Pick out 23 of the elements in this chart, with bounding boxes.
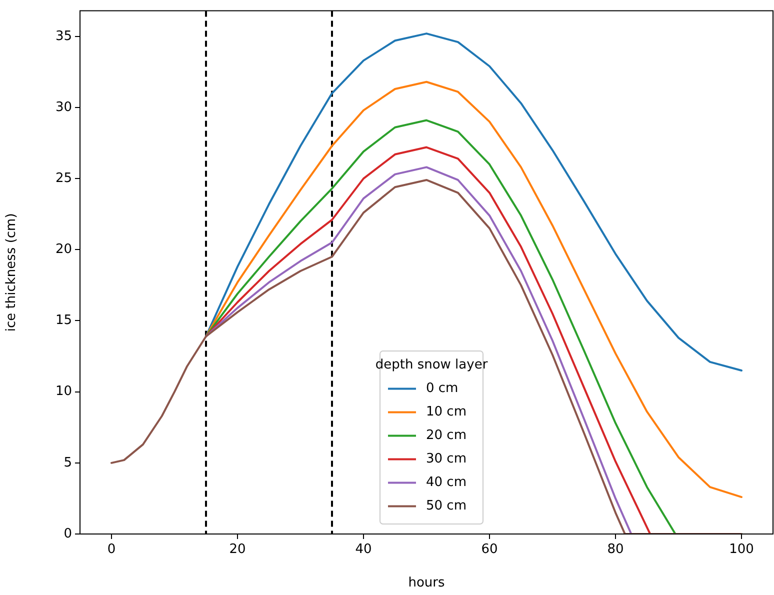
y-tick-label: 5 [64, 455, 72, 470]
y-tick-label: 10 [55, 384, 72, 400]
legend-label: 10 cm [426, 404, 466, 420]
legend-label: 30 cm [426, 452, 466, 467]
y-tick-label: 25 [55, 170, 72, 186]
y-tick-label: 30 [55, 100, 72, 115]
legend-label: 50 cm [426, 498, 466, 514]
x-tick-label: 20 [229, 542, 246, 558]
legend-title: depth snow layer [375, 357, 488, 372]
x-tick-label: 0 [107, 542, 116, 558]
y-tick-label: 0 [64, 526, 72, 542]
x-tick-label: 40 [355, 542, 372, 558]
y-axis-title: ice thickness (cm) [4, 213, 20, 332]
y-tick-label: 20 [55, 242, 72, 258]
legend-label: 0 cm [426, 381, 458, 396]
legend-label: 20 cm [426, 428, 466, 444]
x-tick-label: 60 [481, 542, 498, 558]
x-axis-title: hours [408, 576, 445, 591]
x-tick-label: 100 [729, 542, 754, 558]
y-tick-label: 15 [55, 313, 72, 328]
y-tick-label: 35 [55, 28, 72, 44]
x-tick-label: 80 [607, 542, 624, 558]
legend-label: 40 cm [426, 475, 466, 490]
